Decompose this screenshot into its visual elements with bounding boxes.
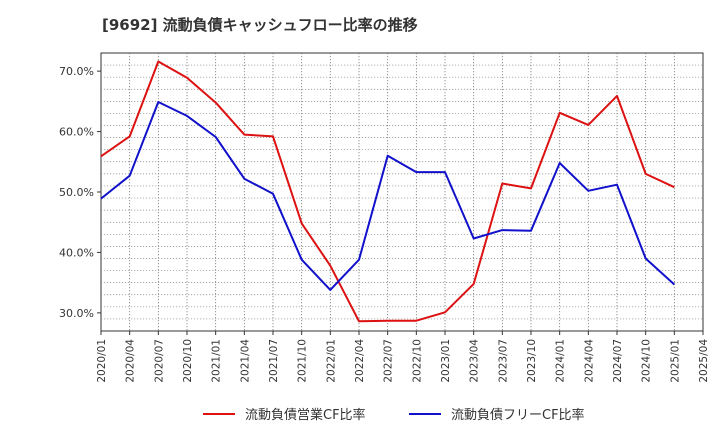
y-tick-label: 70.0% — [59, 65, 94, 78]
x-tick-label: 2025/04 — [698, 339, 710, 383]
series-line-1 — [100, 60, 675, 323]
y-tick-label: 60.0% — [59, 126, 94, 139]
y-tick-label: 50.0% — [59, 186, 94, 199]
x-tick-label: 2021/10 — [297, 339, 309, 383]
x-tick-label: 2020/04 — [125, 339, 137, 383]
grid-lines — [101, 53, 703, 331]
chart-title: [9692] 流動負債キャッシュフロー比率の推移 — [102, 16, 418, 34]
legend: 流動負債営業CF比率 流動負債フリーCF比率 — [203, 407, 585, 423]
x-tick-label: 2020/01 — [96, 339, 108, 383]
x-tick-label: 2022/07 — [383, 339, 395, 383]
x-tick-label: 2020/10 — [182, 339, 194, 383]
x-tick-label: 2021/01 — [211, 339, 223, 383]
x-tick-label: 2021/07 — [268, 339, 280, 383]
x-tick-label: 2023/10 — [526, 339, 538, 383]
x-tick-label: 2021/04 — [239, 339, 251, 383]
x-tick-label: 2022/10 — [411, 339, 423, 383]
x-tick-label: 2024/01 — [555, 339, 567, 383]
x-tick-label: 2024/10 — [641, 339, 653, 383]
plot-border — [100, 52, 704, 332]
plot-area — [100, 52, 704, 332]
x-tick-label: 2024/04 — [583, 339, 595, 383]
y-tick-label: 40.0% — [59, 246, 94, 259]
x-tick-label: 2025/01 — [669, 339, 681, 383]
x-tick-label: 2023/07 — [497, 339, 509, 383]
series-lines — [100, 60, 675, 323]
x-tick-label: 2023/01 — [440, 339, 452, 383]
x-axis-ticks: 2020/01 2020/04 2020/07 2020/10 2021/01 2021/… — [96, 331, 710, 383]
series-line-2 — [100, 101, 675, 291]
x-tick-label: 2024/07 — [612, 339, 624, 383]
legend-label-2: 流動負債フリーCF比率 — [451, 407, 585, 423]
y-axis-ticks: 30.0% 40.0% 50.0% 60.0% 70.0% — [59, 65, 101, 320]
x-tick-label: 2022/04 — [354, 339, 366, 383]
y-tick-label: 30.0% — [59, 307, 94, 320]
x-tick-label: 2023/04 — [469, 339, 481, 383]
x-tick-label: 2022/01 — [325, 339, 337, 383]
x-tick-label: 2020/07 — [153, 339, 165, 383]
legend-label-1: 流動負債営業CF比率 — [245, 407, 366, 423]
